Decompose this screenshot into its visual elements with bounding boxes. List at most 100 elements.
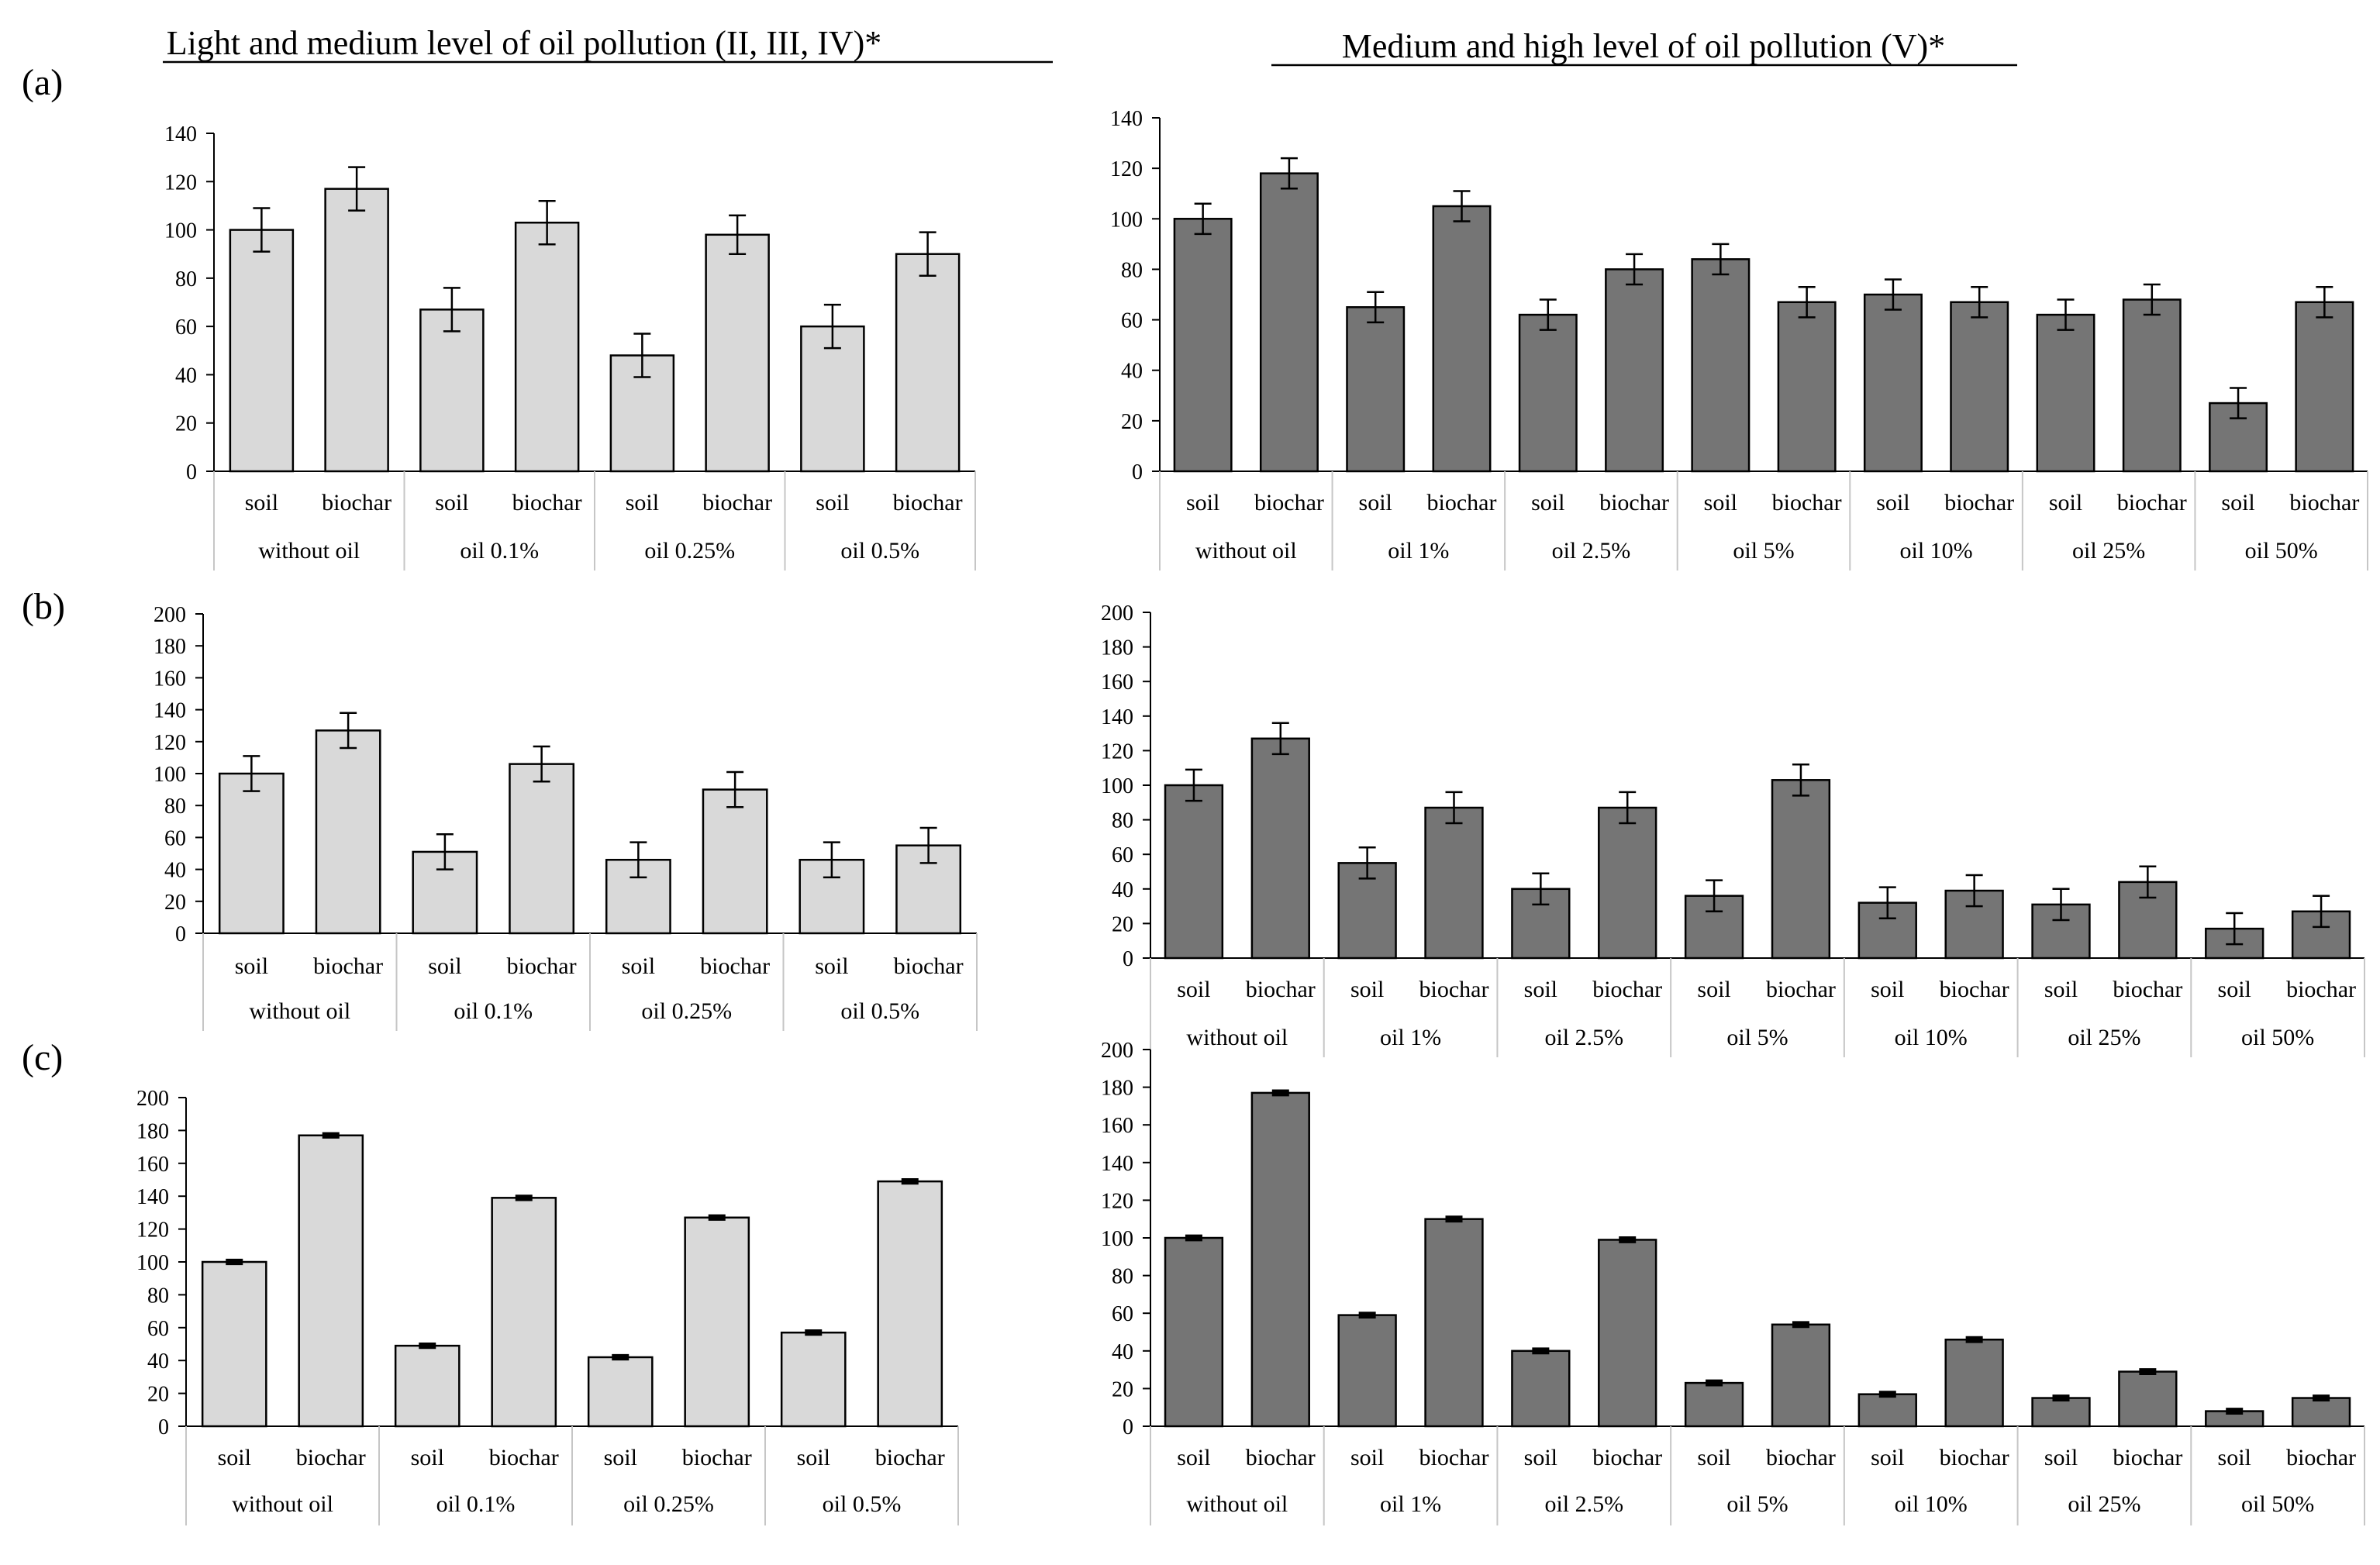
y-tick-label: 40 [147, 1350, 169, 1374]
category-label: biochar [1419, 977, 1489, 1002]
category-label: soil [1177, 1445, 1210, 1470]
y-tick-label: 100 [153, 763, 186, 787]
category-label: biochar [313, 953, 383, 979]
y-tick-label: 140 [164, 122, 197, 147]
category-label: soil [1186, 490, 1219, 515]
category-label: soil [1524, 1445, 1557, 1470]
bar-biochar [702, 788, 768, 935]
y-tick-label: 0 [1123, 947, 1133, 971]
category-label: soil [1359, 490, 1392, 515]
y-tick-label: 0 [158, 1415, 169, 1439]
bar-biochar [2118, 1370, 2178, 1428]
bar-biochar [1950, 301, 2009, 473]
y-tick-label: 180 [1101, 636, 1133, 660]
category-label: soil [1350, 977, 1384, 1002]
category-label: soil [1531, 490, 1564, 515]
group-label: without oil [249, 998, 350, 1024]
bar-soil [1518, 313, 1578, 473]
chart-a-left: 0 20 40 60 80 100 120 140 soil biochar soil biochar… [164, 122, 976, 571]
category-label: soil [1871, 1445, 1904, 1470]
category-label: soil [2044, 1445, 2078, 1470]
category-label: biochar [1940, 1445, 2009, 1470]
y-tick-label: 20 [164, 891, 186, 915]
bar-biochar [315, 729, 381, 935]
group-label: oil 2.5% [1544, 1025, 1623, 1050]
y-tick-label: 80 [164, 795, 186, 819]
y-tick-label: 0 [175, 922, 186, 946]
group-label: oil 5% [1726, 1491, 1788, 1517]
group-label: oil 25% [2068, 1491, 2140, 1517]
y-tick-label: 100 [136, 1251, 169, 1275]
y-tick-label: 60 [1121, 309, 1143, 333]
group-label: oil 25% [2068, 1025, 2140, 1050]
y-tick-label: 60 [1112, 1302, 1133, 1326]
category-label: soil [2218, 977, 2251, 1002]
bar-biochar [1944, 1338, 2004, 1428]
bar-biochar [877, 1180, 943, 1428]
bar-soil [201, 1260, 267, 1428]
group-label: oil 0.5% [823, 1491, 902, 1517]
bar-biochar [1250, 1091, 1310, 1428]
y-tick-label: 120 [1101, 739, 1133, 764]
category-label: biochar [2117, 490, 2187, 515]
y-tick-label: 200 [1101, 1039, 1133, 1063]
bar-biochar [1598, 1239, 1657, 1428]
bar-biochar [705, 233, 770, 473]
category-label: biochar [894, 953, 964, 979]
category-label: biochar [1592, 1445, 1662, 1470]
category-label: biochar [702, 490, 772, 515]
category-label: soil [1177, 977, 1210, 1002]
y-tick-label: 100 [1101, 1227, 1133, 1251]
bar-biochar [2295, 301, 2354, 473]
bar-biochar [1250, 737, 1310, 960]
category-label: soil [1871, 977, 1904, 1002]
bar-soil [1691, 258, 1751, 473]
bar-soil [218, 772, 285, 935]
chart-b-right: 0 20 40 60 80 100 120 140 160 180 200 soil biochar so… [1101, 602, 2365, 1057]
bar-soil [1164, 1236, 1224, 1428]
category-label: biochar [1766, 977, 1836, 1002]
bar-soil [1337, 1314, 1397, 1428]
row-label-b: (b) [22, 586, 65, 627]
y-tick-label: 60 [175, 315, 197, 340]
group-label: without oil [232, 1491, 333, 1517]
y-tick-label: 80 [1112, 1265, 1133, 1289]
y-tick-label: 20 [1112, 912, 1133, 936]
y-tick-label: 80 [147, 1284, 169, 1308]
y-tick-label: 140 [136, 1185, 169, 1209]
group-label: oil 0.25% [623, 1491, 714, 1517]
y-tick-label: 200 [153, 603, 186, 627]
y-tick-label: 40 [164, 859, 186, 883]
bar-soil [419, 309, 485, 473]
y-tick-label: 40 [1112, 878, 1133, 902]
bar-soil [1511, 888, 1571, 960]
y-tick-label: 180 [136, 1119, 169, 1143]
bar-biochar [2122, 298, 2182, 473]
bar-biochar [324, 188, 389, 473]
y-tick-label: 80 [1112, 809, 1133, 833]
category-label: biochar [2289, 490, 2359, 515]
category-label: biochar [489, 1445, 559, 1470]
category-label: soil [622, 953, 655, 979]
bar-biochar [1771, 1323, 1831, 1428]
bar-soil [1173, 218, 1233, 473]
y-tick-label: 20 [175, 412, 197, 436]
category-label: soil [2049, 490, 2082, 515]
y-tick-label: 180 [1101, 1077, 1133, 1101]
category-label: soil [428, 953, 461, 979]
y-tick-label: 140 [1101, 705, 1133, 729]
y-tick-label: 60 [164, 826, 186, 850]
group-label: without oil [1195, 538, 1297, 564]
y-tick-label: 0 [1123, 1415, 1133, 1439]
y-tick-label: 160 [136, 1153, 169, 1177]
chart-c-left: 0 20 40 60 80 100 120 140 160 180 200 soil biochar so… [136, 1087, 959, 1525]
y-tick-label: 160 [1101, 1114, 1133, 1138]
bar-biochar [1259, 172, 1319, 473]
category-label: soil [1697, 977, 1730, 1002]
y-tick-label: 200 [136, 1087, 169, 1111]
category-label: biochar [322, 490, 391, 515]
category-label: biochar [2113, 977, 2182, 1002]
y-tick-label: 20 [147, 1383, 169, 1407]
y-tick-label: 200 [1101, 602, 1133, 626]
